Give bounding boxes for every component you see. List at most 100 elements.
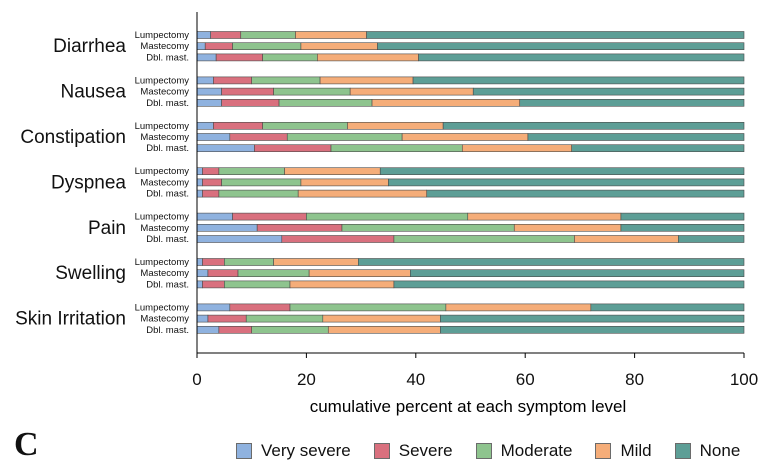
- bar-segment-diarrhea-mastecomy-severe: [204, 42, 233, 51]
- bar-segment-swelling-dbl-mast-mild: [289, 280, 395, 289]
- bar-label-diarrhea-lumpectomy: Lumpectomy: [135, 30, 190, 41]
- bar-segment-dyspnea-mastecomy-very-severe: [196, 178, 203, 187]
- bar-segment-nausea-lumpectomy-very-severe: [196, 76, 214, 85]
- bar-segment-pain-lumpectomy-mild: [467, 212, 622, 221]
- bar-segment-skin-irritation-lumpectomy-none: [590, 303, 745, 312]
- bar-segment-diarrhea-lumpectomy-very-severe: [196, 31, 211, 39]
- legend-item-none: None: [674, 441, 740, 461]
- legend-swatch-mild: [595, 443, 612, 459]
- bar-segment-skin-irritation-lumpectomy-mild: [445, 303, 592, 312]
- bar-segment-dyspnea-lumpectomy-severe: [202, 167, 220, 175]
- bar-segment-nausea-dbl-mast-very-severe: [196, 99, 222, 107]
- legend-label-very-severe: Very severe: [261, 441, 351, 460]
- legend-swatch-severe: [373, 443, 390, 459]
- legend-swatch-moderate: [475, 443, 492, 459]
- x-tick-label-0: 0: [192, 370, 201, 389]
- bar-segment-dyspnea-mastecomy-mild: [300, 178, 389, 187]
- legend-item-severe: Severe: [373, 441, 453, 461]
- legend: Very severe Severe Moderate Mild None: [236, 441, 740, 461]
- bar-segment-constipation-mastecomy-moderate: [286, 133, 403, 141]
- bar-segment-skin-irritation-mastecomy-mild: [322, 314, 441, 323]
- bar-segment-diarrhea-mastecomy-very-severe: [196, 42, 206, 51]
- group-label-nausea: Nausea: [61, 82, 127, 103]
- legend-item-moderate: Moderate: [475, 441, 572, 461]
- bar-segment-diarrhea-dbl-mast-severe: [215, 53, 263, 62]
- bar-segment-skin-irritation-mastecomy-very-severe: [196, 314, 209, 323]
- bar-segment-constipation-dbl-mast-very-severe: [196, 144, 255, 152]
- group-label-swelling: Swelling: [55, 263, 126, 284]
- bar-segment-constipation-mastecomy-none: [527, 133, 745, 141]
- bar-segment-diarrhea-dbl-mast-moderate: [262, 53, 318, 62]
- bar-segment-swelling-dbl-mast-none: [393, 280, 745, 289]
- bar-segment-diarrhea-dbl-mast-mild: [317, 53, 419, 62]
- bar-segment-dyspnea-lumpectomy-moderate: [218, 167, 285, 175]
- x-tick-label-40: 40: [406, 370, 425, 389]
- bar-segment-constipation-dbl-mast-moderate: [330, 144, 463, 152]
- bar-label-pain-mastecomy: Mastecomy: [140, 223, 189, 234]
- legend-label-mild: Mild: [620, 441, 652, 460]
- bar-segment-pain-lumpectomy-severe: [232, 212, 307, 221]
- bar-segment-constipation-lumpectomy-severe: [213, 122, 263, 130]
- bar-label-dyspnea-dbl-mast: Dbl. mast.: [146, 189, 189, 200]
- bar-segment-nausea-dbl-mast-moderate: [278, 99, 373, 107]
- bar-label-dyspnea-mastecomy: Mastecomy: [140, 177, 189, 188]
- bar-segment-swelling-lumpectomy-none: [358, 258, 745, 266]
- bar-segment-pain-mastecomy-very-severe: [196, 224, 258, 232]
- bar-segment-constipation-mastecomy-severe: [229, 133, 288, 141]
- bar-segment-constipation-mastecomy-mild: [401, 133, 529, 141]
- x-tick-label-20: 20: [297, 370, 316, 389]
- bar-segment-pain-dbl-mast-none: [678, 235, 745, 243]
- bar-label-skin-irritation-lumpectomy: Lumpectomy: [135, 302, 190, 313]
- bar-segment-diarrhea-lumpectomy-mild: [295, 31, 367, 39]
- bar-segment-skin-irritation-lumpectomy-moderate: [289, 303, 447, 312]
- panel-label: C: [14, 426, 39, 463]
- bar-label-constipation-dbl-mast: Dbl. mast.: [146, 143, 189, 154]
- bar-segment-nausea-lumpectomy-moderate: [251, 76, 321, 85]
- bar-segment-nausea-dbl-mast-none: [519, 99, 745, 107]
- bar-segment-constipation-lumpectomy-moderate: [262, 122, 348, 130]
- bar-segment-swelling-mastecomy-moderate: [237, 269, 310, 278]
- bar-segment-pain-mastecomy-moderate: [341, 224, 515, 232]
- bar-segment-constipation-mastecomy-very-severe: [196, 133, 231, 141]
- bar-label-diarrhea-dbl-mast: Dbl. mast.: [146, 52, 189, 63]
- bar-segment-swelling-dbl-mast-severe: [202, 280, 225, 289]
- legend-swatch-none: [674, 443, 691, 459]
- bar-label-swelling-dbl-mast: Dbl. mast.: [146, 279, 189, 290]
- bar-segment-pain-dbl-mast-mild: [574, 235, 679, 243]
- bar-segment-pain-mastecomy-mild: [513, 224, 622, 232]
- legend-item-very-severe: Very severe: [236, 441, 351, 461]
- bar-segment-nausea-dbl-mast-severe: [221, 99, 280, 107]
- group-label-skin-irritation: Skin Irritation: [15, 309, 126, 330]
- bar-segment-skin-irritation-dbl-mast-very-severe: [196, 325, 220, 334]
- bar-segment-nausea-mastecomy-very-severe: [196, 87, 222, 96]
- bar-segment-skin-irritation-mastecomy-none: [440, 314, 745, 323]
- bar-label-nausea-mastecomy: Mastecomy: [140, 87, 189, 98]
- bar-segment-constipation-dbl-mast-none: [571, 144, 745, 152]
- group-label-pain: Pain: [88, 218, 126, 239]
- bar-segment-swelling-mastecomy-very-severe: [196, 269, 209, 278]
- group-label-diarrhea: Diarrhea: [53, 36, 126, 57]
- bar-segment-pain-dbl-mast-severe: [281, 235, 395, 243]
- bar-label-skin-irritation-dbl-mast: Dbl. mast.: [146, 325, 189, 336]
- bar-segment-pain-lumpectomy-none: [620, 212, 745, 221]
- bar-segment-diarrhea-dbl-mast-none: [418, 53, 745, 62]
- bar-segment-nausea-dbl-mast-mild: [371, 99, 521, 107]
- bar-segment-diarrhea-lumpectomy-none: [366, 31, 745, 39]
- bar-segment-nausea-mastecomy-moderate: [273, 87, 351, 96]
- group-label-dyspnea: Dyspnea: [51, 172, 126, 193]
- bar-segment-nausea-lumpectomy-severe: [213, 76, 253, 85]
- bar-segment-dyspnea-lumpectomy-mild: [284, 167, 381, 175]
- bar-segment-swelling-lumpectomy-mild: [273, 258, 359, 266]
- bar-label-skin-irritation-mastecomy: Mastecomy: [140, 314, 189, 325]
- legend-label-severe: Severe: [398, 441, 453, 460]
- bar-label-pain-lumpectomy: Lumpectomy: [135, 212, 190, 223]
- x-tick-label-80: 80: [625, 370, 644, 389]
- bar-segment-swelling-dbl-mast-very-severe: [196, 280, 203, 289]
- bar-segment-constipation-lumpectomy-mild: [347, 122, 444, 130]
- bar-segment-swelling-mastecomy-severe: [207, 269, 239, 278]
- bar-segment-constipation-dbl-mast-severe: [254, 144, 332, 152]
- legend-item-mild: Mild: [595, 441, 652, 461]
- bar-label-pain-dbl-mast: Dbl. mast.: [146, 234, 189, 245]
- bar-segment-constipation-lumpectomy-very-severe: [196, 122, 214, 130]
- legend-swatch-very-severe: [236, 443, 252, 459]
